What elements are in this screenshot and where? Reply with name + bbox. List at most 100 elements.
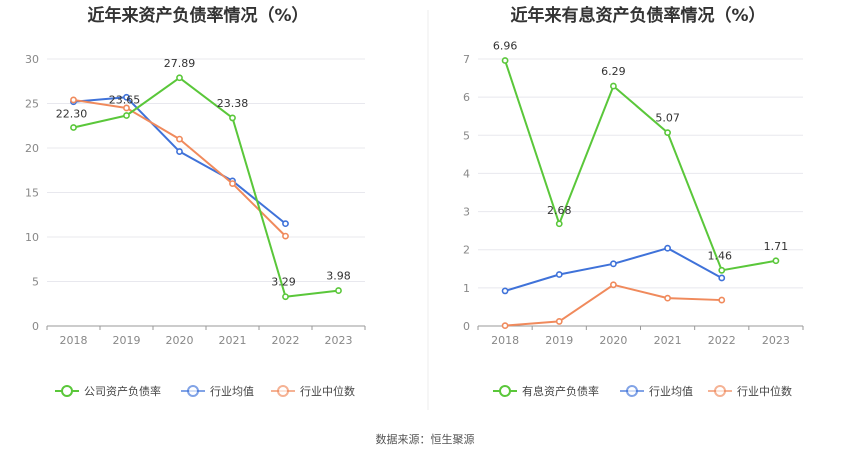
data-point [176,135,183,143]
data-label: 23.65 [109,94,141,107]
data-point [229,180,236,187]
data-label: 3.98 [326,270,351,283]
y-tick-label: 10 [25,231,39,244]
series-line [505,283,722,327]
x-tick-label: 2022 [708,334,736,347]
axes: 0 1 2 3 4 5 6 7 2018 2019 2020 2021 2022 2023 [463,53,804,347]
legend: 有息资产负债率 行业均值 行业中位数 [493,384,792,398]
data-label: 5.07 [655,112,680,125]
data-label: 2.68 [547,204,572,217]
x-tick-label: 2021 [654,334,682,347]
axes: 0 5 10 15 20 25 30 2018 2019 2020 2021 2022 2023 [25,53,366,347]
legend-label: 公司资产负债率 [84,384,161,398]
y-tick-label: 20 [25,142,39,155]
data-source-note: 数据来源：恒生聚源 [376,432,475,446]
data-point [501,287,509,295]
data-point [176,74,183,82]
data-point [610,260,617,268]
series-lines: 6.96 2.68 6.29 5.07 1.46 1.71 [493,40,789,330]
legend-swatch-marker [187,385,199,397]
legend-item[interactable]: 行业中位数 [271,384,355,398]
chart-panel-debt-ratio: 近年来资产负债率情况（%） 0 5 10 15 20 25 30 2018 2019 2020 20… [25,5,366,398]
data-point [176,148,183,155]
data-point [123,112,130,119]
data-point [123,104,130,112]
legend-item[interactable]: 行业均值 [181,385,254,398]
legend-label: 行业均值 [649,385,693,398]
y-tick-label: 2 [463,244,470,257]
data-point [282,232,289,240]
x-tick-label: 2018 [60,334,88,347]
y-tick-label: 25 [25,98,39,111]
data-point [610,82,617,90]
legend-swatch-marker [626,385,638,397]
data-point [718,296,726,304]
legend-swatch-marker [499,385,511,397]
data-label: 27.89 [164,57,196,70]
y-tick-label: 4 [463,167,470,180]
x-tick-label: 2019 [113,334,141,347]
data-point [501,57,509,64]
y-tick-label: 3 [463,206,470,219]
x-tick-label: 2022 [272,334,300,347]
legend-item[interactable]: 有息资产负债率 [493,384,599,398]
data-point [335,287,342,294]
data-label: 3.29 [271,276,296,289]
data-point [282,293,289,301]
x-tick-label: 2023 [325,334,353,347]
legend-item[interactable]: 公司资产负债率 [55,384,161,398]
chart-title: 近年来资产负债率情况（%） [87,5,308,26]
data-point [772,257,780,265]
data-point [610,281,617,289]
data-point [664,244,671,252]
data-label: 23.38 [217,97,249,110]
y-tick-label: 6 [463,91,470,104]
data-point [229,114,236,122]
data-label: 1.71 [764,240,789,253]
y-tick-label: 1 [463,282,470,295]
x-tick-label: 2018 [491,334,519,347]
legend: 公司资产负债率 行业均值 行业中位数 [55,384,355,398]
data-point [664,294,671,302]
x-tick-label: 2021 [219,334,247,347]
data-point [70,96,77,104]
data-label: 6.96 [493,40,518,53]
data-point [123,93,130,101]
data-point [555,220,563,228]
chart-panel-interest-debt-ratio: 近年来有息资产负债率情况（%） 0 1 2 3 4 5 6 7 2018 2019 2020 2021… [463,5,804,398]
legend-label: 有息资产负债率 [522,384,599,398]
data-point [718,274,726,282]
y-tick-label: 15 [25,187,39,200]
legend-swatch-marker [61,385,73,397]
data-point [664,129,671,137]
legend-swatch-marker [277,385,289,397]
legend-label: 行业中位数 [300,384,355,398]
series-line [504,60,777,272]
legend-item[interactable]: 行业均值 [620,385,693,398]
legend-label: 行业中位数 [737,384,792,398]
x-tick-label: 2020 [599,334,627,347]
grid-lines [478,58,803,289]
data-label: 22.30 [56,108,88,121]
legend-item[interactable]: 行业中位数 [708,384,792,398]
x-tick-label: 2023 [762,334,790,347]
y-tick-label: 0 [32,320,39,333]
y-tick-label: 0 [463,320,470,333]
data-label: 1.46 [708,249,733,262]
y-tick-label: 5 [463,129,470,142]
data-point [555,271,563,278]
data-point [70,124,77,131]
x-tick-label: 2019 [545,334,573,347]
y-tick-label: 5 [32,276,39,289]
series-line [73,76,339,298]
data-point [282,220,289,228]
y-tick-label: 30 [25,53,39,66]
x-tick-label: 2020 [166,334,194,347]
chart-title: 近年来有息资产负债率情况（%） [510,5,765,26]
data-label: 6.29 [601,65,626,78]
legend-swatch-marker [714,385,726,397]
data-point [555,318,563,325]
series-lines: 22.30 23.65 27.89 23.38 3.29 3.98 [56,57,351,301]
data-point [501,322,509,330]
